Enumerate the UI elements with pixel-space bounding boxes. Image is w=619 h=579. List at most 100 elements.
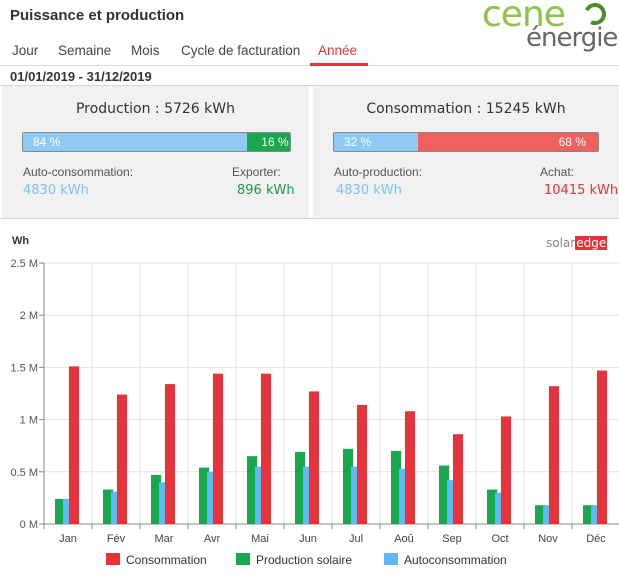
self-production-value: 4830 kWh bbox=[336, 183, 402, 198]
bar-consommation bbox=[453, 434, 463, 524]
bar-production-solaire bbox=[439, 465, 449, 524]
consumption-purchase-segment: 68 % bbox=[418, 133, 598, 151]
x-tick-label: Fév bbox=[107, 533, 126, 545]
bar-production-solaire bbox=[151, 474, 161, 524]
bar-production-solaire bbox=[103, 489, 113, 524]
bar-production-solaire bbox=[583, 505, 593, 524]
tab-annee[interactable]: Année bbox=[318, 43, 358, 58]
logo-energie-text: énergie bbox=[526, 23, 618, 53]
bar-production-solaire bbox=[295, 451, 305, 524]
solaredge-solar: solar bbox=[546, 236, 576, 250]
bar-autoconsommation bbox=[543, 505, 553, 524]
bar-autoconsommation bbox=[351, 466, 361, 524]
x-tick-label: Déc bbox=[586, 533, 606, 545]
consumption-title: Consommation : 15245 kWh bbox=[366, 101, 566, 117]
legend-swatch bbox=[384, 553, 398, 565]
bar-autoconsommation bbox=[495, 492, 505, 524]
bar-autoconsommation bbox=[303, 466, 313, 524]
active-tab-indicator bbox=[310, 63, 368, 66]
bar-autoconsommation bbox=[159, 482, 169, 524]
production-panel: Production : 5726 kWh 84 % 16 % Auto-con… bbox=[2, 86, 309, 218]
y-tick-label: 1.5 M bbox=[10, 362, 38, 374]
bar-autoconsommation bbox=[399, 468, 409, 524]
consumption-self-pct: 32 % bbox=[344, 135, 372, 149]
bar-consommation bbox=[261, 373, 271, 524]
tab-jour[interactable]: Jour bbox=[12, 43, 39, 58]
x-tick-label: Jul bbox=[349, 533, 363, 545]
production-self-pct: 84 % bbox=[33, 135, 61, 149]
production-title: Production : 5726 kWh bbox=[75, 101, 235, 117]
x-tick-label: Avr bbox=[204, 533, 221, 545]
bar-production-solaire bbox=[487, 489, 497, 524]
logo-ceneo-text: cene bbox=[482, 0, 566, 35]
y-tick-label: 0.5 M bbox=[10, 467, 38, 479]
header: Puissance et production bbox=[0, 0, 619, 32]
solaredge-logo: solaredge bbox=[546, 236, 608, 250]
y-axis-label: Wh bbox=[12, 235, 29, 247]
y-tick-label: 0 M bbox=[20, 519, 38, 531]
bar-production-solaire bbox=[343, 448, 353, 524]
bar-consommation bbox=[501, 416, 511, 524]
x-tick-label: Mai bbox=[251, 533, 269, 545]
chart-canvas: Wh 0 M 0.5 M 1 M 1.5 M 2 M 2.5 M Jan Fév Mar Avr Ma… bbox=[10, 235, 619, 567]
export-value: 896 kWh bbox=[237, 183, 295, 198]
bar-consommation bbox=[405, 411, 415, 524]
self-consumption-value: 4830 kWh bbox=[23, 183, 89, 198]
x-tick-label: Aoû bbox=[394, 533, 414, 545]
bar-autoconsommation bbox=[255, 466, 265, 524]
x-tick-label: Nov bbox=[538, 533, 558, 545]
bar-consommation bbox=[357, 404, 367, 524]
y-tick-label: 2 M bbox=[20, 310, 38, 322]
consumption-purchase-pct: 68 % bbox=[558, 135, 586, 149]
page-title: Puissance et production bbox=[10, 7, 185, 24]
bar-consommation bbox=[549, 386, 559, 524]
legend-swatch bbox=[236, 553, 250, 565]
ceneo-logo: cene énergie bbox=[482, 0, 618, 53]
bar-consommation bbox=[309, 391, 319, 524]
legend-label: Autoconsommation bbox=[404, 553, 507, 567]
bar-consommation bbox=[117, 394, 127, 524]
purchase-label: Achat: bbox=[540, 165, 575, 179]
legend-swatch bbox=[106, 553, 120, 565]
bar-autoconsommation bbox=[63, 498, 73, 524]
legend-label: Production solaire bbox=[256, 553, 352, 567]
bar-autoconsommation bbox=[207, 471, 217, 524]
panel-divider bbox=[310, 86, 313, 218]
tab-cycle-facturation[interactable]: Cycle de facturation bbox=[181, 43, 301, 58]
x-tick-label: Jan bbox=[59, 533, 77, 545]
y-tick-label: 1 M bbox=[20, 415, 38, 427]
x-tick-label: Oct bbox=[491, 533, 508, 545]
consumption-self-segment: 32 % bbox=[334, 133, 419, 151]
bar-production-solaire bbox=[391, 450, 401, 524]
x-tick-label: Jun bbox=[299, 533, 317, 545]
period-tabs: Jour Semaine Mois Cycle de facturation A… bbox=[0, 34, 619, 66]
solaredge-edge: edge bbox=[575, 236, 608, 250]
tab-mois[interactable]: Mois bbox=[131, 43, 160, 58]
x-tick-label: Mar bbox=[155, 533, 174, 545]
production-self-segment: 84 % bbox=[23, 133, 248, 151]
x-tick-label: Sep bbox=[442, 533, 462, 545]
bar-autoconsommation bbox=[111, 491, 121, 524]
production-bar: 84 % 16 % bbox=[22, 132, 291, 152]
bar-production-solaire bbox=[535, 505, 545, 524]
bar-consommation bbox=[69, 366, 79, 524]
date-range: 01/01/2019 - 31/12/2019 bbox=[10, 69, 152, 84]
self-consumption-label: Auto-consommation: bbox=[23, 165, 134, 179]
production-export-pct: 16 % bbox=[261, 135, 289, 149]
bar-production-solaire bbox=[199, 467, 209, 524]
self-production-label: Auto-production: bbox=[334, 165, 423, 179]
consumption-bar: 32 % 68 % bbox=[333, 132, 599, 152]
consumption-panel: Consommation : 15245 kWh 32 % 68 % Auto-… bbox=[313, 86, 619, 218]
bar-consommation bbox=[213, 373, 223, 524]
bar-production-solaire bbox=[55, 498, 65, 524]
purchase-value: 10415 kWh bbox=[544, 183, 619, 198]
y-tick-label: 2.5 M bbox=[10, 258, 38, 270]
bar-consommation bbox=[597, 370, 607, 524]
legend-label: Consommation bbox=[126, 553, 207, 567]
summary-panels: Production : 5726 kWh 84 % 16 % Auto-con… bbox=[0, 85, 619, 219]
bar-autoconsommation bbox=[447, 480, 457, 524]
tab-semaine[interactable]: Semaine bbox=[58, 43, 112, 58]
export-label: Exporter: bbox=[232, 165, 281, 179]
bar-production-solaire bbox=[247, 456, 257, 524]
bar-consommation bbox=[165, 384, 175, 524]
